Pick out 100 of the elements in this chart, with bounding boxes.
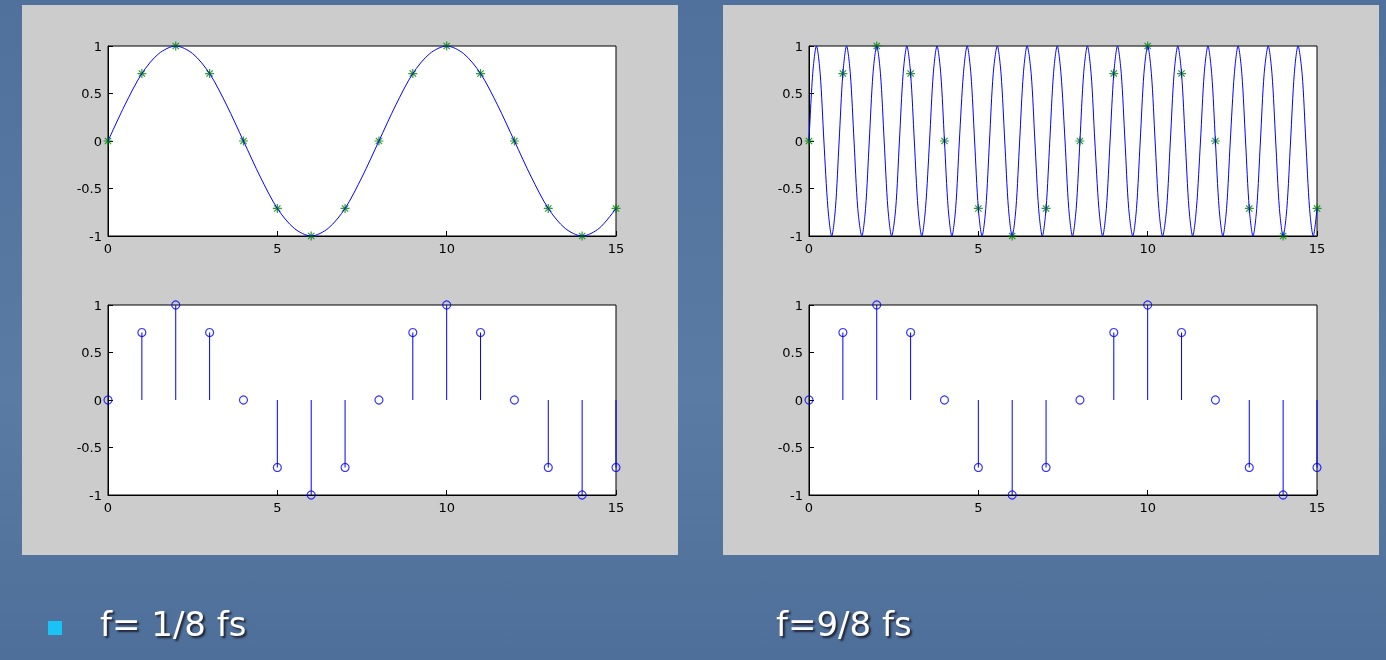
point [1312,462,1322,473]
x-tick-label: 15 [1308,500,1326,515]
point [1109,327,1119,338]
point [339,203,351,214]
y-tick-label: 1 [93,297,102,313]
point [238,135,249,147]
y-tick-label: 1 [794,297,803,313]
point [804,395,814,405]
point [905,68,916,79]
point [1007,230,1018,242]
y-tick-label: 0 [794,133,803,149]
point [1244,203,1255,214]
point [973,203,984,214]
line-series [107,45,617,237]
point [803,135,815,147]
point [442,300,452,310]
x-tick-label: 15 [607,500,625,515]
point [475,327,486,338]
point [1143,300,1153,310]
point [1142,40,1153,52]
point [837,68,848,79]
x-tick-label: 5 [273,241,282,256]
point [871,40,882,52]
point [306,490,316,500]
point [1075,395,1085,405]
point [1210,395,1220,405]
point [610,203,622,214]
point [374,395,384,405]
y-tick-label: -1 [89,487,102,503]
y-tick-label: 1 [93,38,102,54]
y-tick-label: 1 [794,38,803,54]
point [272,203,283,214]
y-tick-label: -1 [89,228,102,244]
point [170,40,181,52]
y-tick-label: -0.5 [76,181,102,196]
point [272,462,282,473]
y-tick-label: -0.5 [76,440,102,455]
y-tick-label: -1 [790,228,803,244]
point [1278,490,1288,500]
y-tick-label: -1 [790,487,803,503]
x-tick-label: 5 [273,500,282,515]
point [973,462,983,473]
point [340,462,350,473]
point [306,230,317,242]
point [1041,462,1051,473]
y-tick-label: -0.5 [777,440,803,455]
point [238,395,249,405]
x-tick-label: 10 [438,500,455,515]
y-tick-label: 0.5 [782,345,803,360]
point [1108,68,1119,79]
point [577,230,588,242]
point [543,462,553,473]
y-tick-label: 0.5 [81,345,102,360]
x-tick-label: 5 [974,241,983,256]
point [1210,135,1221,147]
point [1278,230,1289,242]
text: f=9/8 fs [776,604,912,644]
point [906,327,916,338]
line-series [808,45,1318,237]
point [171,300,181,310]
point [475,68,486,79]
y-tick-label: 0.5 [782,86,803,101]
point [939,395,950,405]
point [1040,203,1052,214]
text: f= 1/8 fs [100,604,247,644]
x-tick-label: 15 [607,241,625,256]
point [205,327,215,338]
point [509,135,520,147]
point [136,68,147,79]
point [1176,68,1187,79]
y-tick-label: 0 [93,133,102,149]
x-tick-label: 0 [103,500,113,515]
x-tick-label: 10 [438,241,455,256]
point [543,203,554,214]
point [102,135,114,147]
point [1311,203,1323,214]
point [1176,327,1187,338]
x-tick-label: 10 [1139,500,1156,515]
y-tick-label: 0 [794,392,803,408]
x-tick-label: 0 [804,500,814,515]
point [509,395,519,405]
x-tick-label: 15 [1308,241,1326,256]
point [611,462,621,473]
point [939,135,950,147]
x-tick-label: 5 [974,500,983,515]
point [1074,135,1086,147]
y-tick-label: -0.5 [777,181,803,196]
x-tick-label: 0 [103,241,113,256]
point [577,490,587,500]
x-tick-label: 0 [804,241,814,256]
point [872,300,882,310]
point [373,135,385,147]
point [407,68,418,79]
point [1007,490,1017,500]
y-tick-label: 0 [93,392,102,408]
point [838,327,848,338]
point [204,68,215,79]
point [137,327,147,338]
point [103,395,113,405]
y-tick-label: 0.5 [81,86,102,101]
